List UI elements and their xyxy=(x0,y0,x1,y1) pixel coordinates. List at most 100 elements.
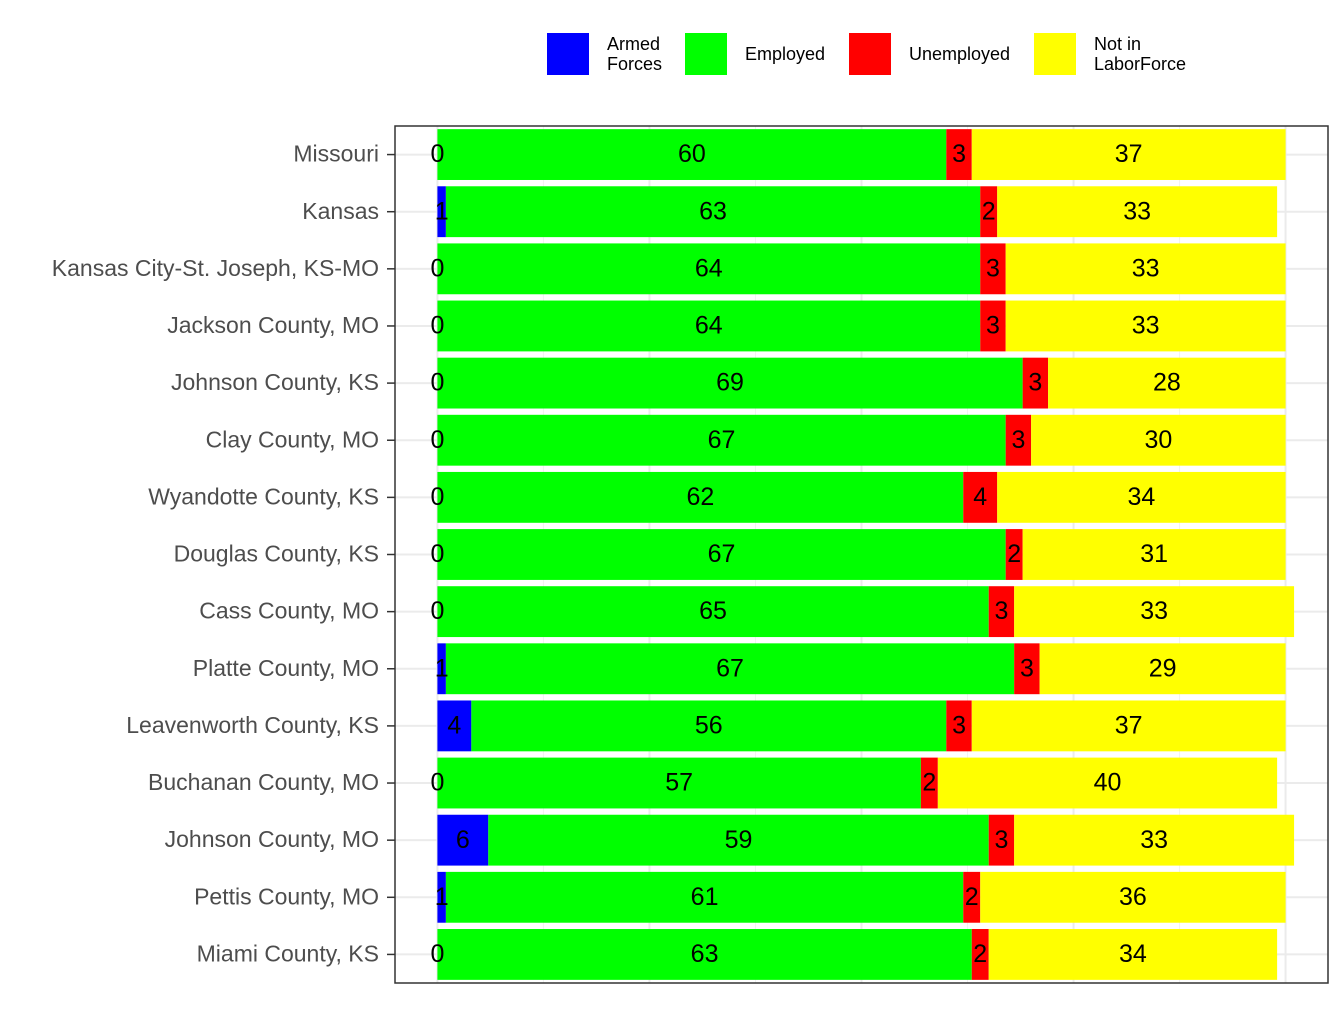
bar-segment xyxy=(1039,643,1286,695)
data-label: 2 xyxy=(973,940,987,968)
y-tick-label: Kansas xyxy=(302,198,379,224)
bar-segment xyxy=(971,129,1286,180)
data-label: 33 xyxy=(1140,597,1168,625)
bar-segment xyxy=(437,929,972,980)
data-label: 60 xyxy=(678,140,706,168)
data-label: 57 xyxy=(665,769,693,797)
bar-segment xyxy=(1014,643,1040,695)
data-label: 2 xyxy=(1007,540,1021,568)
bar-segment xyxy=(963,471,998,523)
legend-key xyxy=(1034,33,1076,75)
bar-segment xyxy=(1005,529,1023,580)
bar-segment xyxy=(980,871,1286,923)
data-label: 2 xyxy=(922,769,936,797)
data-label: 1 xyxy=(435,883,449,911)
bar-segment xyxy=(988,814,1015,866)
bar-segment xyxy=(997,471,1286,523)
data-label: 33 xyxy=(1140,826,1168,854)
bar-segment xyxy=(437,814,489,866)
data-label: 67 xyxy=(708,426,736,454)
bar-segment xyxy=(437,643,446,695)
data-label: 3 xyxy=(986,254,1000,282)
bar-segment xyxy=(920,757,938,809)
data-label: 34 xyxy=(1127,483,1155,511)
data-label: 36 xyxy=(1119,883,1147,911)
data-label: 2 xyxy=(965,883,979,911)
bar-segment xyxy=(1031,414,1286,466)
bar-segment xyxy=(488,814,989,866)
y-tick-label: Douglas County, KS xyxy=(174,541,379,567)
data-label: 64 xyxy=(695,254,723,282)
y-tick-label: Missouri xyxy=(293,141,379,167)
data-label: 30 xyxy=(1144,426,1172,454)
data-label: 3 xyxy=(952,140,966,168)
data-label: 0 xyxy=(430,254,444,282)
bar-segment xyxy=(997,186,1278,238)
data-label: 37 xyxy=(1115,712,1143,740)
data-label: 31 xyxy=(1140,540,1168,568)
data-label: 0 xyxy=(430,769,444,797)
bar-segment xyxy=(980,243,1006,295)
data-label: 65 xyxy=(699,597,727,625)
data-label: 3 xyxy=(952,712,966,740)
bar-segment xyxy=(437,586,989,638)
data-label: 40 xyxy=(1094,769,1122,797)
y-tick-label: Wyandotte County, KS xyxy=(148,483,379,509)
legend-key xyxy=(547,33,589,75)
data-label: 67 xyxy=(716,654,744,682)
data-label: 6 xyxy=(456,826,470,854)
data-label: 69 xyxy=(716,369,744,397)
legend-label: Not in LaborForce xyxy=(1094,34,1186,74)
bar-segment xyxy=(437,300,981,352)
y-tick-label: Johnson County, MO xyxy=(165,826,379,852)
bar-segment xyxy=(437,414,1006,466)
legend-key xyxy=(685,33,727,75)
y-tick-label: Leavenworth County, KS xyxy=(126,712,379,738)
legend-label: Armed Forces xyxy=(607,34,662,74)
data-label: 63 xyxy=(699,197,727,225)
legend-label: Employed xyxy=(745,44,825,64)
data-label: 4 xyxy=(973,483,987,511)
y-tick-label: Cass County, MO xyxy=(199,598,379,624)
bar-segment xyxy=(988,586,1015,638)
bar-segment xyxy=(1048,357,1286,409)
data-label: 3 xyxy=(994,597,1008,625)
data-label: 59 xyxy=(725,826,753,854)
data-label: 33 xyxy=(1132,312,1160,340)
bar-segment xyxy=(980,300,1006,352)
bar-segment xyxy=(937,757,1278,809)
data-label: 33 xyxy=(1132,254,1160,282)
data-label: 3 xyxy=(986,312,1000,340)
bar-segment xyxy=(946,700,972,752)
data-label: 56 xyxy=(695,712,723,740)
data-label: 67 xyxy=(708,540,736,568)
data-label: 64 xyxy=(695,312,723,340)
y-tick-label: Jackson County, MO xyxy=(167,312,379,338)
y-tick-label: Pettis County, MO xyxy=(194,883,379,909)
bar-segment xyxy=(437,129,947,180)
bar-segment xyxy=(980,186,998,238)
data-label: 61 xyxy=(691,883,719,911)
y-tick-label: Platte County, MO xyxy=(193,655,379,681)
bar-segment xyxy=(437,243,981,295)
data-label: 37 xyxy=(1115,140,1143,168)
bar-segment xyxy=(445,643,1015,695)
data-label: 28 xyxy=(1153,369,1181,397)
data-label: 3 xyxy=(1028,369,1042,397)
bar-segment xyxy=(1014,586,1295,638)
data-label: 0 xyxy=(430,369,444,397)
bar-segment xyxy=(963,871,981,923)
data-label: 0 xyxy=(430,940,444,968)
data-label: 0 xyxy=(430,312,444,340)
bar-segment xyxy=(445,186,981,238)
data-label: 34 xyxy=(1119,940,1147,968)
bar-segment xyxy=(437,186,446,238)
bar-segment xyxy=(1005,243,1286,295)
data-label: 3 xyxy=(994,826,1008,854)
legend-key xyxy=(849,33,891,75)
bar-segment xyxy=(437,871,446,923)
y-tick-label: Miami County, KS xyxy=(197,941,379,967)
bar-segment xyxy=(437,471,964,523)
data-label: 29 xyxy=(1149,654,1177,682)
